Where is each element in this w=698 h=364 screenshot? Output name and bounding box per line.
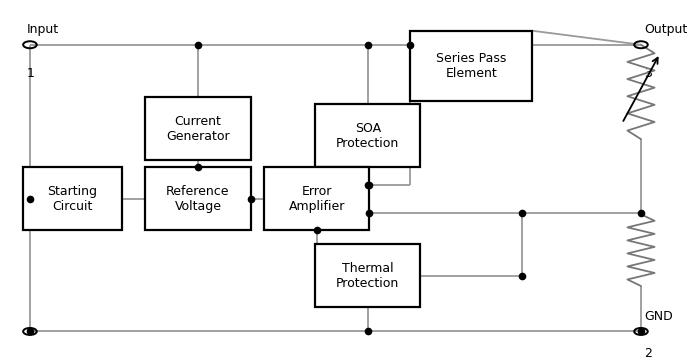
Text: Reference
Voltage: Reference Voltage — [166, 185, 230, 213]
FancyBboxPatch shape — [315, 104, 420, 167]
Text: Thermal
Protection: Thermal Protection — [336, 261, 399, 289]
Text: Output: Output — [644, 23, 688, 36]
Text: Series Pass
Element: Series Pass Element — [436, 52, 507, 80]
FancyBboxPatch shape — [145, 167, 251, 230]
FancyBboxPatch shape — [264, 167, 369, 230]
Text: 1: 1 — [27, 67, 34, 80]
Text: GND: GND — [644, 310, 673, 323]
Text: Error
Amplifier: Error Amplifier — [288, 185, 345, 213]
Text: 2: 2 — [644, 347, 652, 360]
FancyBboxPatch shape — [410, 31, 533, 101]
Text: Input: Input — [27, 23, 59, 36]
FancyBboxPatch shape — [315, 244, 420, 307]
FancyBboxPatch shape — [145, 97, 251, 160]
Text: 3: 3 — [644, 67, 652, 80]
Text: SOA
Protection: SOA Protection — [336, 122, 399, 150]
FancyBboxPatch shape — [23, 167, 121, 230]
Text: Starting
Circuit: Starting Circuit — [47, 185, 97, 213]
Text: Current
Generator: Current Generator — [166, 115, 230, 143]
